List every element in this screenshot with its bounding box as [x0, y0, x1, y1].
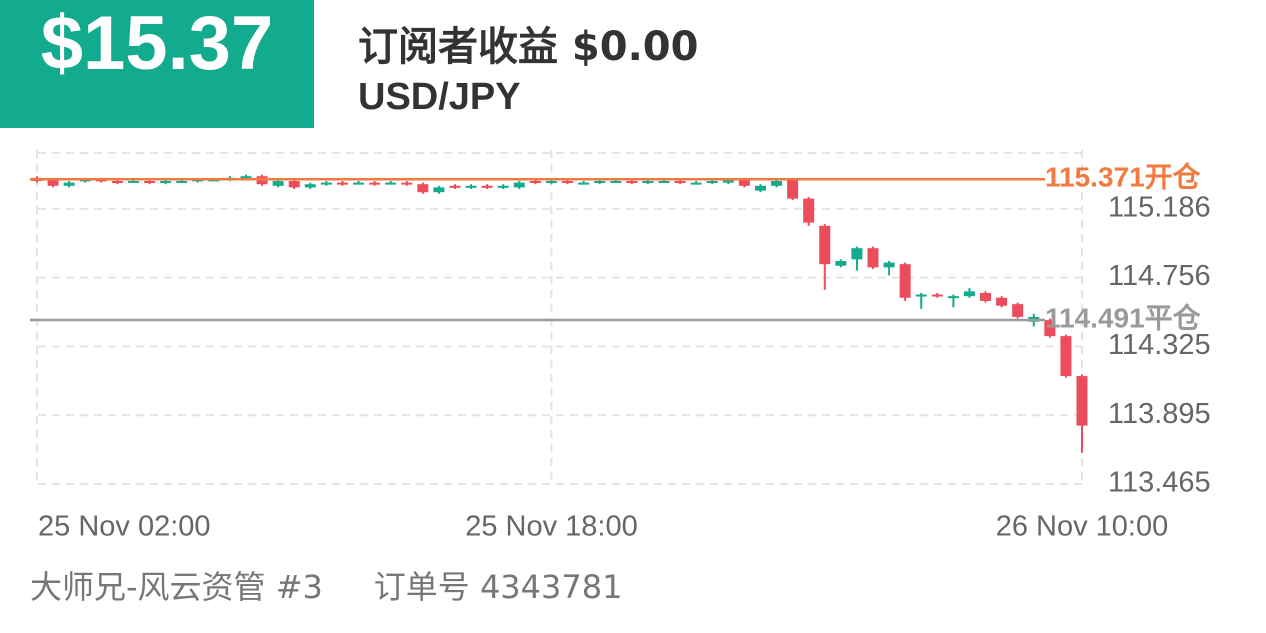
candle-body: [497, 185, 509, 188]
candle-body: [369, 182, 381, 185]
x-tick-label: 25 Nov 02:00: [38, 511, 211, 543]
candle-body: [594, 181, 606, 184]
candle-body: [947, 296, 959, 299]
candle-body: [722, 179, 734, 183]
candle-body: [272, 181, 284, 186]
candle-body: [980, 292, 992, 301]
candle-body: [835, 260, 847, 266]
candle-body: [642, 181, 654, 184]
candle-body: [336, 182, 348, 185]
candle-body: [465, 185, 477, 188]
candle-body: [931, 294, 943, 297]
candle-body: [401, 182, 413, 185]
candle-body: [433, 187, 445, 193]
amount-box: [0, 0, 314, 128]
x-tick-label: 25 Nov 18:00: [465, 511, 638, 543]
x-tick-label: 26 Nov 10:00: [996, 511, 1169, 543]
candle-body: [353, 182, 365, 185]
candle-body: [771, 181, 783, 186]
price-line-label: 114.491平仓: [1045, 302, 1202, 333]
y-tick-label: 114.756: [1108, 260, 1211, 292]
candle-body: [867, 248, 879, 268]
candle-body: [160, 181, 172, 184]
candle-body: [111, 181, 123, 184]
candle-body: [144, 181, 156, 184]
candle-body: [1060, 336, 1072, 377]
candle-body: [288, 181, 300, 188]
candle-body: [513, 182, 525, 188]
account: 大师兄-风云资管 #3: [30, 568, 323, 606]
candle-body: [449, 185, 461, 188]
candle-body: [320, 182, 332, 185]
candle-body: [803, 198, 815, 223]
y-tick-label: 113.465: [1108, 467, 1211, 499]
candle-body: [915, 294, 927, 297]
candle-body: [1076, 376, 1088, 426]
candle-body: [63, 182, 75, 186]
candle-body: [883, 262, 895, 268]
candle-body: [690, 182, 702, 185]
candle-body: [851, 248, 863, 260]
title: 订阅者收益 $0.00: [358, 24, 699, 70]
candle-body: [385, 182, 397, 185]
candle-body: [47, 179, 59, 186]
y-tick-label: 114.325: [1108, 329, 1211, 361]
candle-body: [754, 185, 766, 191]
price-line-label: 115.371开仓: [1045, 162, 1202, 193]
candle-body: [996, 297, 1008, 306]
candle-body: [240, 176, 252, 179]
candle-body: [304, 184, 316, 188]
candle-body: [899, 264, 911, 298]
candle-body: [610, 181, 622, 184]
candle-body: [963, 291, 975, 297]
candle-body: [529, 181, 541, 184]
candle-body: [127, 181, 139, 184]
candle-body: [706, 181, 718, 184]
candle-body: [1044, 320, 1056, 337]
candle-body: [674, 181, 686, 184]
candle-body: [562, 181, 574, 184]
y-tick-label: 115.186: [1108, 191, 1211, 223]
candle-body: [1012, 304, 1024, 317]
candle-body: [176, 181, 188, 184]
pair: USD/JPY: [358, 76, 521, 118]
candle-body: [545, 181, 557, 184]
candle-body: [658, 181, 670, 184]
y-tick-label: 113.895: [1108, 398, 1211, 430]
candle-body: [738, 179, 750, 186]
candle-body: [626, 181, 638, 184]
chart: 115.186 114.756 114.325 113.895 113.465 25 No…: [30, 150, 1211, 543]
order-number: 订单号 4343781: [373, 568, 623, 606]
candle-body: [819, 225, 831, 265]
candle-body: [578, 182, 590, 185]
amount: $15.37: [40, 1, 274, 86]
footer: 大师兄-风云资管 #3 订单号 4343781: [30, 562, 622, 608]
candle-body: [417, 184, 429, 193]
candle-body: [787, 179, 799, 199]
candle-body: [481, 185, 493, 188]
